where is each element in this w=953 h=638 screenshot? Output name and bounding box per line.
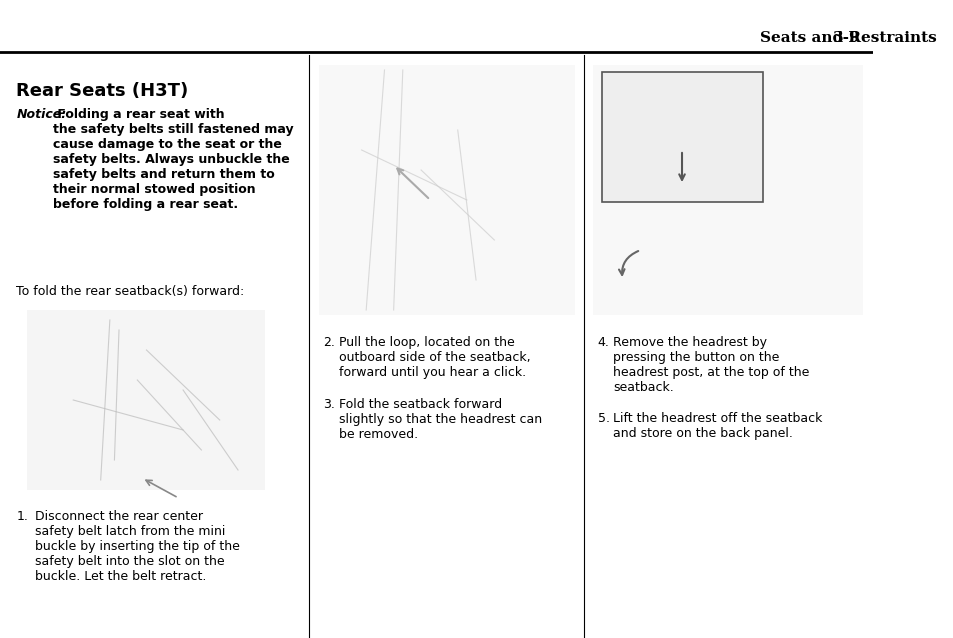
- Text: 5.: 5.: [598, 412, 609, 425]
- Text: 4.: 4.: [598, 336, 609, 349]
- Text: Disconnect the rear center
safety belt latch from the mini
buckle by inserting t: Disconnect the rear center safety belt l…: [34, 510, 239, 583]
- Bar: [593, 65, 862, 315]
- Text: 3.: 3.: [323, 398, 335, 411]
- Text: Folding a rear seat with
the safety belts still fastened may
cause damage to the: Folding a rear seat with the safety belt…: [53, 108, 294, 211]
- Text: Seats and Restraints: Seats and Restraints: [759, 31, 936, 45]
- Bar: [318, 65, 575, 315]
- Text: To fold the rear seatback(s) forward:: To fold the rear seatback(s) forward:: [16, 285, 245, 298]
- Bar: [601, 72, 761, 202]
- Text: 3-9: 3-9: [832, 31, 860, 45]
- Text: Fold the seatback forward
slightly so that the headrest can
be removed.: Fold the seatback forward slightly so th…: [338, 398, 541, 441]
- Text: Lift the headrest off the seatback
and store on the back panel.: Lift the headrest off the seatback and s…: [613, 412, 821, 440]
- Bar: [28, 310, 265, 490]
- Text: 2.: 2.: [323, 336, 335, 349]
- Text: Pull the loop, located on the
outboard side of the seatback,
forward until you h: Pull the loop, located on the outboard s…: [338, 336, 530, 379]
- Text: Remove the headrest by
pressing the button on the
headrest post, at the top of t: Remove the headrest by pressing the butt…: [613, 336, 809, 394]
- Text: Notice:: Notice:: [16, 108, 67, 121]
- Text: Rear Seats (H3T): Rear Seats (H3T): [16, 82, 189, 100]
- Text: 1.: 1.: [16, 510, 29, 523]
